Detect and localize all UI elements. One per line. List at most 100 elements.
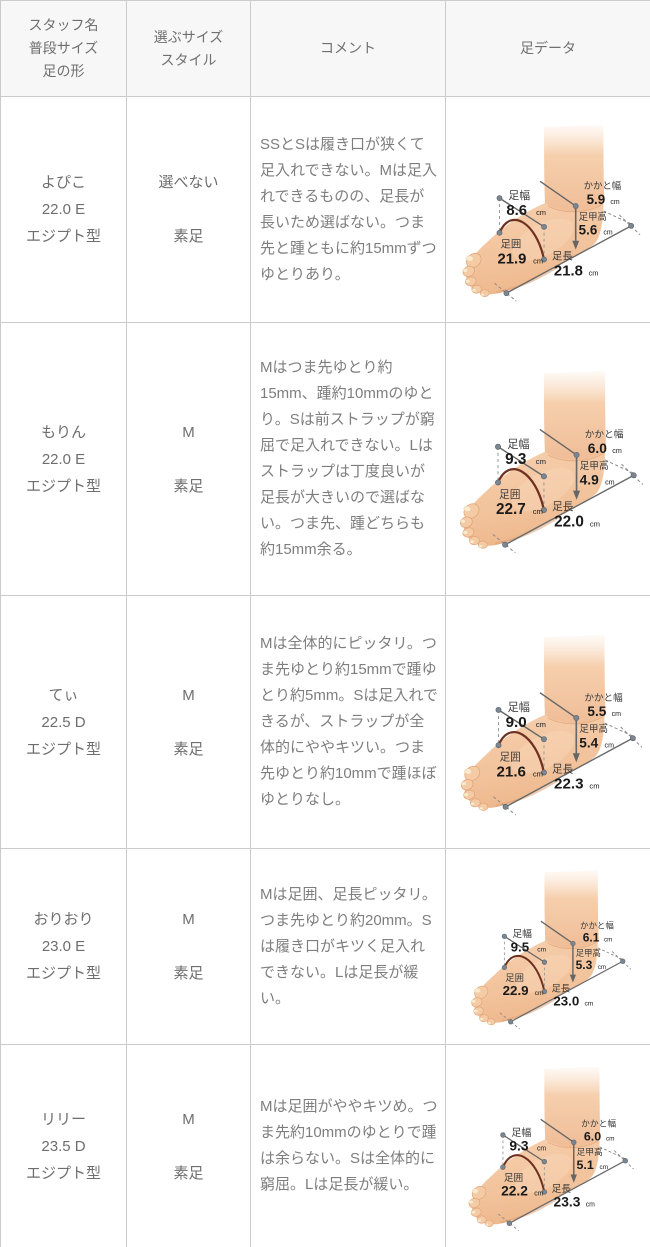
foot-measurement-labels: 足幅 8.6 cm かかと幅 5.9 cm 足甲高 5.6 cm 足囲 21.9… [498,180,622,279]
foot-width-label: 足幅 [508,701,530,714]
foot-girth-arc [497,731,546,773]
header-foot-data: 足データ [445,0,650,97]
comment-cell: SSとSは履き口が狭くて足入れできない。Mは足入れできるものの、足長が長いため選… [250,96,446,323]
instep-height-label: 足甲高 [579,210,607,221]
foot-length-label: 足長 [552,764,574,776]
foot-girth-value: 22.9 [503,983,529,998]
foot-measurement-labels: 足幅 9.3 cm かかと幅 6.0 cm 足甲高 5.1 cm 足囲 22.2… [501,1118,616,1210]
foot-length-label: 足長 [552,1184,572,1195]
foot-measurement-labels: 足幅 9.3 cm かかと幅 6.0 cm 足甲高 4.9 cm 足囲 22.7… [496,428,624,531]
foot-girth-arc [498,218,546,260]
instep-height-value: 5.1 [577,1158,594,1172]
foot-width-line [497,446,545,477]
foot-width-label: 足幅 [511,1126,531,1139]
foot-length-label: 足長 [552,501,574,513]
unit-cm: cm [598,964,606,971]
unit-cm: cm [612,447,622,455]
unit-cm: cm [590,519,600,528]
foot-width-value: 8.6 [506,202,527,218]
foot-diagram-svg: 足幅 9.5 cm かかと幅 6.1 cm 足甲高 5.3 cm 足囲 22.9… [471,869,632,1029]
foot-width-line [502,1134,545,1163]
unit-cm: cm [589,782,599,791]
foot-girth-label: 足囲 [499,489,520,501]
heel-width-line [539,180,577,207]
foot-diagram: 足幅 9.5 cm かかと幅 6.1 cm 足甲高 5.3 cm 足囲 22.9… [447,858,650,1036]
instep-height-label: 足甲高 [579,723,608,735]
foot-width-label: 足幅 [507,438,529,451]
heel-width-value: 6.0 [584,1129,601,1143]
heel-width-value: 6.1 [583,930,600,944]
header-chosen-size: 選ぶサイズ スタイル [126,0,251,97]
unit-cm: cm [605,742,615,749]
foot-length-label: 足長 [552,983,571,993]
foot-measurement-labels: 足幅 9.0 cm かかと幅 5.5 cm 足甲高 5.4 cm 足囲 21.6… [496,692,623,793]
unit-cm: cm [612,711,622,718]
heel-width-value: 5.5 [587,704,606,719]
unit-cm: cm [584,1000,593,1007]
heel-width-value: 6.0 [588,441,607,456]
foot-photo-graphic [459,371,607,549]
unit-cm: cm [534,1191,543,1198]
foot-girth-label: 足囲 [504,1173,523,1184]
heel-width-line [539,428,577,456]
unit-cm: cm [537,1146,546,1153]
foot-data-cell: 足幅 9.3 cm かかと幅 6.0 cm 足甲高 4.9 cm 足囲 22.7… [445,322,650,596]
foot-girth-value: 22.7 [496,501,526,518]
foot-length-line [504,474,635,546]
foot-girth-label: 足囲 [500,751,521,763]
foot-girth-value: 21.9 [498,251,527,267]
foot-diagram-svg: 足幅 9.0 cm かかと幅 5.5 cm 足甲高 5.4 cm 足囲 21.6… [460,635,643,816]
foot-data-cell: 足幅 8.6 cm かかと幅 5.9 cm 足甲高 5.6 cm 足囲 21.9… [445,96,650,323]
staff-name-cell: よぴこ 22.0 E エジプト型 [0,96,127,323]
comment-cell: Mはつま先ゆとり約15mm、踵約10mmのゆとり。Sは前ストラップが窮屈で足入れ… [250,322,446,596]
staff-row-oriori: おりおり 23.0 E エジプト型 M 素足 Mは足囲、足長ピッタリ。つま先ゆと… [0,848,650,1045]
instep-height-label: 足甲高 [580,459,609,472]
measure-dots [496,194,635,296]
foot-length-value: 22.3 [554,776,583,793]
foot-girth-label: 足囲 [500,238,521,250]
unit-cm: cm [535,990,544,997]
foot-diagram: 足幅 9.3 cm かかと幅 6.0 cm 足甲高 4.9 cm 足囲 22.7… [447,357,650,561]
unit-cm: cm [533,256,543,265]
chosen-size-cell: 選べない 素足 [126,96,251,323]
instep-height-value: 5.6 [579,222,598,237]
foot-width-value: 9.0 [506,714,527,731]
unit-cm: cm [589,268,599,277]
foot-girth-arc [501,1154,546,1193]
foot-length-value: 22.0 [554,513,584,530]
heel-width-label: かかと幅 [581,1118,616,1129]
foot-width-value: 9.3 [505,451,526,468]
foot-diagram: 足幅 8.6 cm かかと幅 5.9 cm 足甲高 5.6 cm 足囲 21.9… [447,111,650,309]
unit-cm: cm [606,1135,615,1142]
foot-length-label: 足長 [552,250,573,262]
foot-photo-graphic [460,635,606,811]
foot-measurement-lines [494,180,641,301]
foot-photo-graphic [468,1066,601,1227]
foot-measurement-lines [499,920,632,1029]
unit-cm: cm [536,720,546,729]
chosen-size-cell: M 素足 [126,595,251,849]
staff-row-riri: リリー 23.5 D エジプト型 M 素足 Mは足囲がややキツめ。つま先約10m… [0,1044,650,1247]
foot-data-cell: 足幅 9.0 cm かかと幅 5.5 cm 足甲高 5.4 cm 足囲 21.6… [445,595,650,849]
foot-width-line [499,197,545,227]
chosen-size-cell: M 素足 [126,322,251,596]
foot-length-line [505,737,634,808]
foot-diagram-svg: 足幅 9.3 cm かかと幅 6.0 cm 足甲高 5.1 cm 足囲 22.2… [468,1066,634,1231]
heel-width-line [540,920,574,944]
unit-cm: cm [533,770,543,779]
unit-cm: cm [604,936,612,943]
unit-cm: cm [536,457,546,466]
heel-width-label: かかと幅 [584,692,623,704]
foot-width-line [504,935,545,963]
staff-name-cell: おりおり 23.0 E エジプト型 [0,848,127,1045]
foot-girth-arc [496,468,546,511]
unit-cm: cm [586,1202,595,1209]
unit-cm: cm [533,507,543,516]
staff-name-cell: リリー 23.5 D エジプト型 [0,1044,127,1247]
foot-width-label: 足幅 [512,927,532,940]
heel-width-value: 5.9 [587,192,606,207]
staff-name-cell: てぃ 22.5 D エジプト型 [0,595,127,849]
comment-cell: Mは足囲がややキツめ。つま先約10mmのゆとりで踵は余らない。Sは全体的に窮屈。… [250,1044,446,1247]
foot-girth-value: 21.6 [496,764,525,781]
